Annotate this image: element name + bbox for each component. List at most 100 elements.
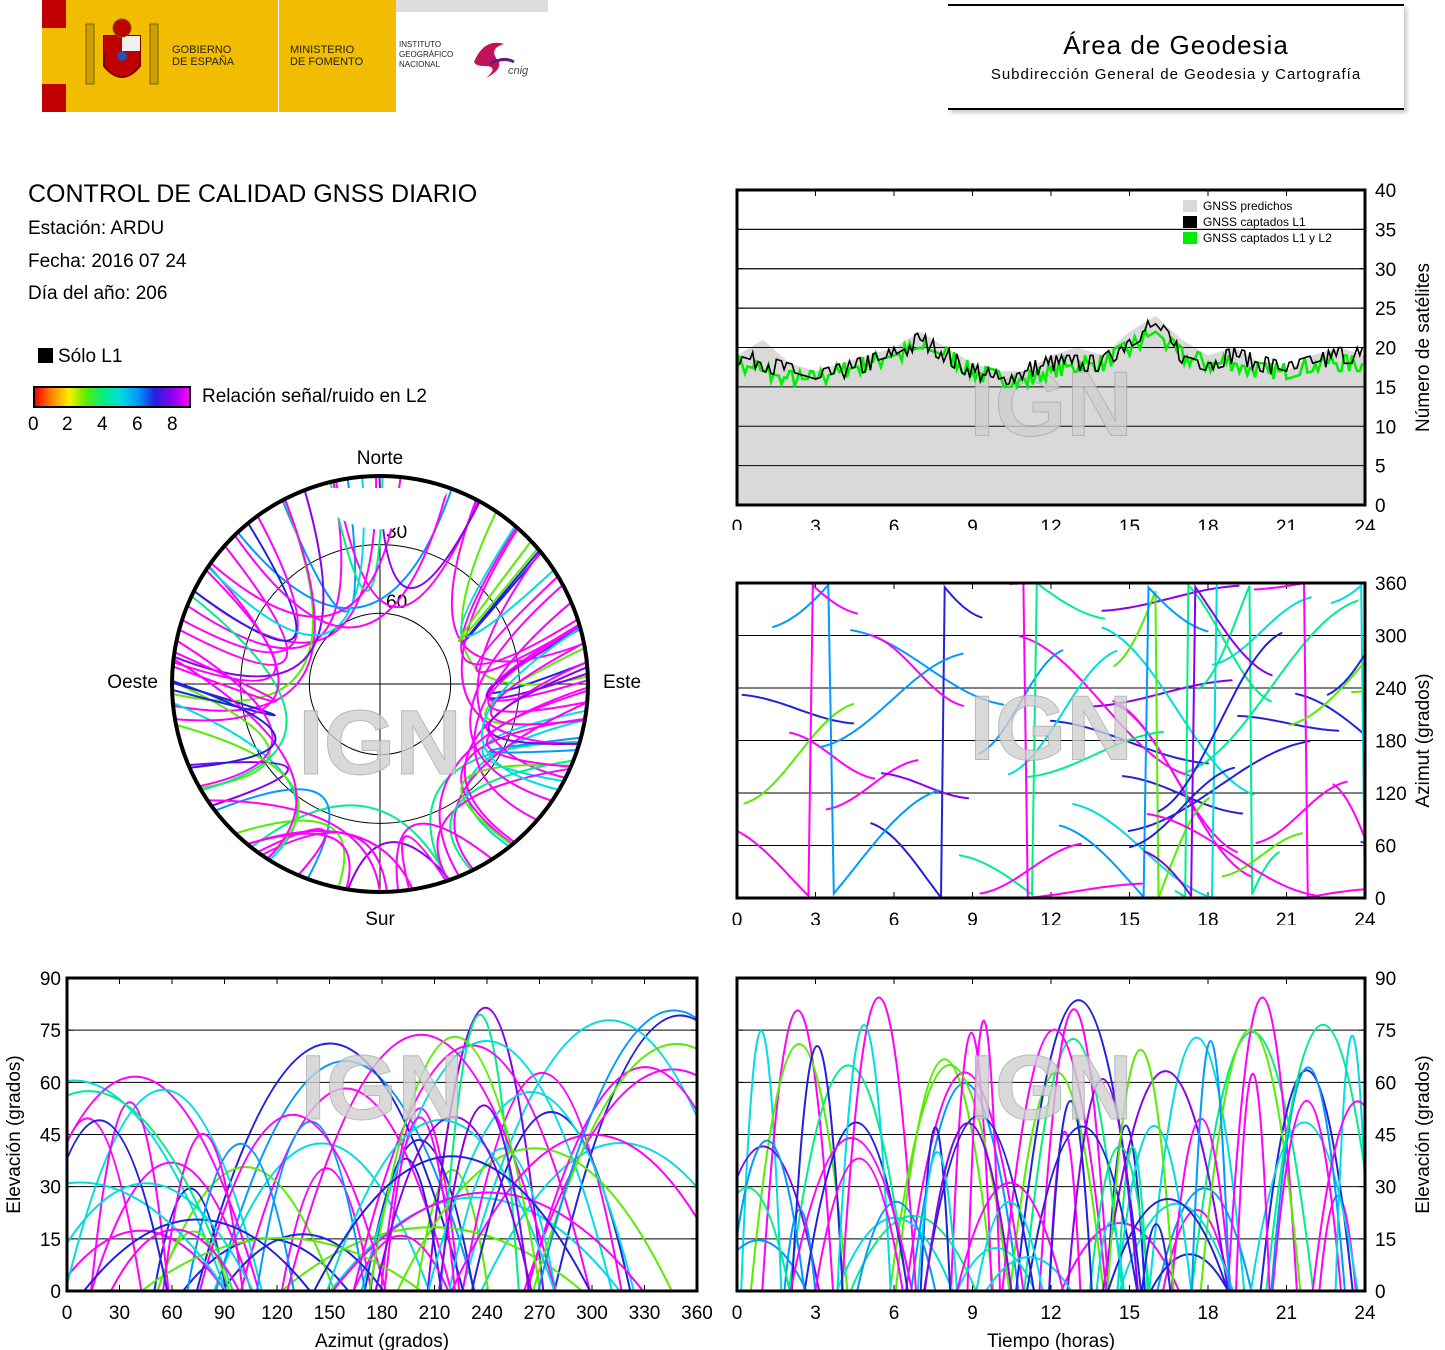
x-tick-label: 24 bbox=[1354, 1303, 1376, 1324]
satellite-track bbox=[186, 1143, 295, 1291]
satellite-track bbox=[207, 799, 381, 892]
y-tick-label: 0 bbox=[50, 1282, 61, 1303]
satellite-track bbox=[526, 1066, 697, 1291]
x-tick-label: 180 bbox=[366, 1303, 398, 1324]
x-tick-label: 300 bbox=[576, 1303, 608, 1324]
satellite-track bbox=[210, 476, 402, 618]
satellite-track bbox=[257, 828, 327, 876]
satellite-track bbox=[977, 649, 1064, 755]
satellite-track bbox=[193, 522, 298, 642]
satellite-track bbox=[1026, 730, 1164, 778]
x-axis-label: Tiempo (horas) bbox=[987, 1331, 1115, 1350]
x-tick-label: 18 bbox=[1197, 910, 1218, 925]
cnig-logo-icon: cnig bbox=[466, 34, 536, 84]
satellite-track bbox=[737, 1186, 791, 1291]
y-tick-label: 120 bbox=[1375, 784, 1407, 805]
ign-text: INSTITUTO GEOGRÁFICO NACIONAL bbox=[399, 40, 453, 70]
plot-border bbox=[735, 581, 1367, 900]
satellite-track bbox=[1143, 583, 1273, 898]
x-tick-label: 6 bbox=[889, 910, 900, 925]
y-tick-label: 0 bbox=[1375, 496, 1386, 517]
plot-border bbox=[735, 976, 1367, 1293]
plot-border bbox=[735, 188, 1367, 507]
satellite-track bbox=[363, 1138, 475, 1291]
ministerio-text: MINISTERIO DE FOMENTO bbox=[290, 44, 363, 68]
satellite-track bbox=[1049, 719, 1209, 765]
legend-label: GNSS captados L1 bbox=[1203, 215, 1306, 229]
satellite-track bbox=[870, 584, 983, 898]
flag-strip bbox=[42, 0, 66, 112]
satellite-track bbox=[1330, 583, 1365, 898]
satellite-track bbox=[172, 651, 277, 703]
x-tick-label: 90 bbox=[214, 1303, 235, 1324]
satellite-track bbox=[740, 1030, 783, 1291]
satellite-track bbox=[1048, 1100, 1093, 1291]
tracks bbox=[737, 583, 1365, 898]
satellite-track bbox=[1141, 1223, 1172, 1291]
satellite-track bbox=[457, 540, 539, 642]
snr-tick-4: 4 bbox=[97, 414, 108, 435]
satellite-track bbox=[172, 498, 316, 712]
satellite-track bbox=[868, 633, 965, 707]
satellite-track bbox=[449, 759, 574, 872]
satellite-track bbox=[741, 693, 855, 725]
satellite-track bbox=[1095, 1221, 1125, 1291]
ministry-line1: MINISTERIO bbox=[290, 44, 355, 56]
snr-tick-6: 6 bbox=[132, 414, 143, 435]
skyplot-border bbox=[170, 474, 590, 894]
satellite-track bbox=[460, 526, 579, 666]
satellite-track bbox=[1311, 1100, 1365, 1291]
satellite-track bbox=[737, 1139, 806, 1291]
x-tick-label: 330 bbox=[629, 1303, 661, 1324]
y-axis-label: Elevación (grados) bbox=[1413, 1055, 1434, 1213]
satellite-track bbox=[181, 515, 299, 654]
satellite-track bbox=[975, 1201, 1044, 1291]
y-tick-label: 30 bbox=[1375, 260, 1396, 281]
satellite-track bbox=[360, 1040, 613, 1291]
x-tick-label: 24 bbox=[1354, 517, 1376, 530]
azimuth-time-chart: 0 60 120 180 240 300 360 0 3 6 9 12 15 18 21 24 Azimut (… bbox=[732, 575, 1434, 925]
y-tick-label: 25 bbox=[1375, 299, 1396, 320]
satellite-track bbox=[787, 1064, 909, 1291]
satellite-track bbox=[172, 681, 276, 717]
satellite-track bbox=[485, 689, 588, 768]
x-tick-label: 15 bbox=[1119, 1303, 1140, 1324]
x-tick-label: 30 bbox=[109, 1303, 130, 1324]
satellite-track bbox=[1106, 1048, 1175, 1291]
y-tick-label: 10 bbox=[1375, 417, 1396, 438]
satellite-track bbox=[1190, 1040, 1231, 1291]
satellite-track bbox=[487, 666, 588, 745]
satellite-track bbox=[783, 1208, 817, 1291]
satellite-track bbox=[958, 583, 1106, 897]
station-label: Estación: ARDU bbox=[28, 218, 165, 239]
y-tick-label: 0 bbox=[1375, 889, 1386, 910]
satellite-track bbox=[1190, 1031, 1315, 1291]
satellite-track bbox=[950, 1032, 993, 1291]
ign-logo bbox=[396, 0, 548, 112]
x-tick-label: 150 bbox=[314, 1303, 346, 1324]
satellite-track bbox=[1116, 1146, 1149, 1291]
satellite-track bbox=[175, 723, 300, 860]
y-tick-label: 90 bbox=[40, 969, 61, 990]
satellite-track bbox=[1001, 1028, 1108, 1291]
x-tick-label: 0 bbox=[732, 1303, 743, 1324]
satellite-track bbox=[825, 759, 919, 811]
plot-border bbox=[65, 976, 699, 1293]
ministry-line2: DE FOMENTO bbox=[290, 56, 364, 68]
x-tick-label: 18 bbox=[1197, 517, 1218, 530]
y-tick-label: 30 bbox=[1375, 1178, 1396, 1199]
x-tick-label: 6 bbox=[889, 1303, 900, 1324]
x-axis-label: Azimut (grados) bbox=[315, 1331, 449, 1350]
x-tick-label: 0 bbox=[732, 910, 743, 925]
x-tick-label: 12 bbox=[1040, 517, 1061, 530]
y-axis-label: Número de satélites bbox=[1413, 263, 1434, 432]
satellite-track bbox=[395, 822, 493, 892]
satellite-track bbox=[772, 583, 940, 897]
satellite-track bbox=[220, 1233, 385, 1291]
satellite-track bbox=[789, 1136, 913, 1291]
y-tick-label: 45 bbox=[1375, 1126, 1396, 1147]
satellite-track bbox=[1332, 783, 1365, 842]
satellite-track bbox=[979, 842, 1082, 895]
satellite-track bbox=[1102, 1070, 1229, 1291]
x-tick-label: 6 bbox=[889, 517, 900, 530]
